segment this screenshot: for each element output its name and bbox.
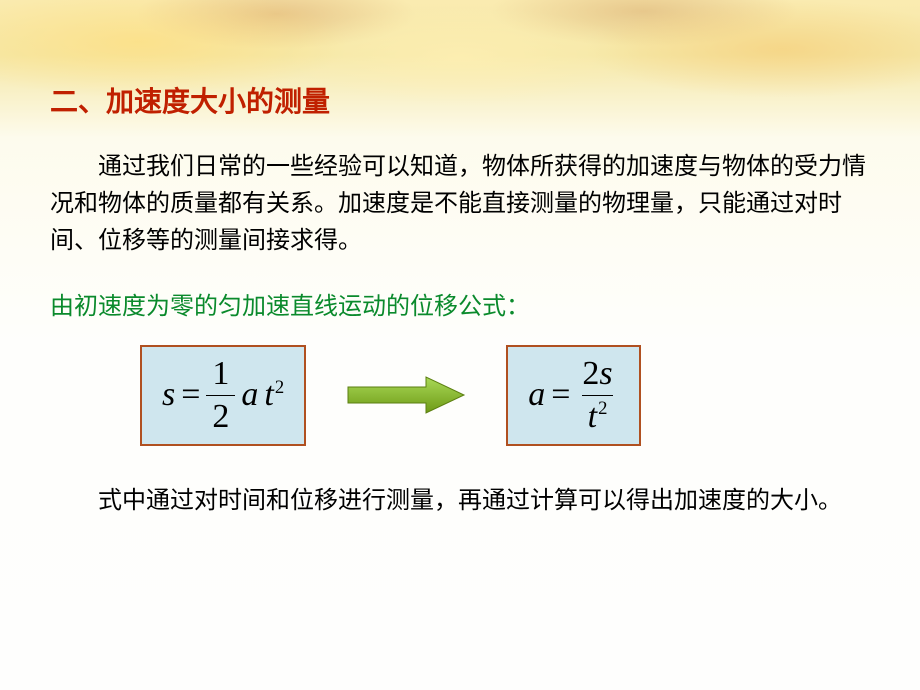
var-t-squared: t2 xyxy=(264,376,284,414)
formula-box-displacement: s = 1 2 a t2 xyxy=(140,345,306,446)
var-t: t xyxy=(588,398,597,435)
numerator-2s: 2s xyxy=(576,357,618,395)
exponent-2: 2 xyxy=(275,377,284,398)
coeff-2: 2 xyxy=(582,355,599,392)
exponent-2: 2 xyxy=(598,398,607,419)
numerator-1: 1 xyxy=(206,357,235,395)
formula-acceleration: a = 2s t2 xyxy=(528,357,618,434)
equals-sign: = xyxy=(551,376,570,414)
var-a: a xyxy=(528,376,545,414)
intro-paragraph: 通过我们日常的一些经验可以知道，物体所获得的加速度与物体的受力情况和物体的质量都… xyxy=(50,148,870,260)
arrow-right-icon xyxy=(346,373,466,417)
equals-sign: = xyxy=(181,376,200,414)
denominator-2: 2 xyxy=(206,395,235,434)
var-s: s xyxy=(162,376,175,414)
section-title: 二、加速度大小的测量 xyxy=(50,80,870,120)
conclusion-paragraph: 式中通过对时间和位移进行测量，再通过计算可以得出加速度的大小。 xyxy=(50,482,870,519)
formula-row: s = 1 2 a t2 xyxy=(140,345,870,446)
fraction-2s-over-t2: 2s t2 xyxy=(576,357,618,434)
var-s: s xyxy=(599,355,612,392)
slide-content: 二、加速度大小的测量 通过我们日常的一些经验可以知道，物体所获得的加速度与物体的… xyxy=(0,0,920,559)
arrow-right xyxy=(346,373,466,417)
denominator-t2: t2 xyxy=(582,395,614,434)
var-a: a xyxy=(241,376,258,414)
subheading: 由初速度为零的匀加速直线运动的位移公式： xyxy=(50,286,870,321)
fraction-half: 1 2 xyxy=(206,357,235,434)
formula-displacement: s = 1 2 a t2 xyxy=(162,357,284,434)
var-t: t xyxy=(264,376,273,413)
formula-box-acceleration: a = 2s t2 xyxy=(506,345,640,446)
